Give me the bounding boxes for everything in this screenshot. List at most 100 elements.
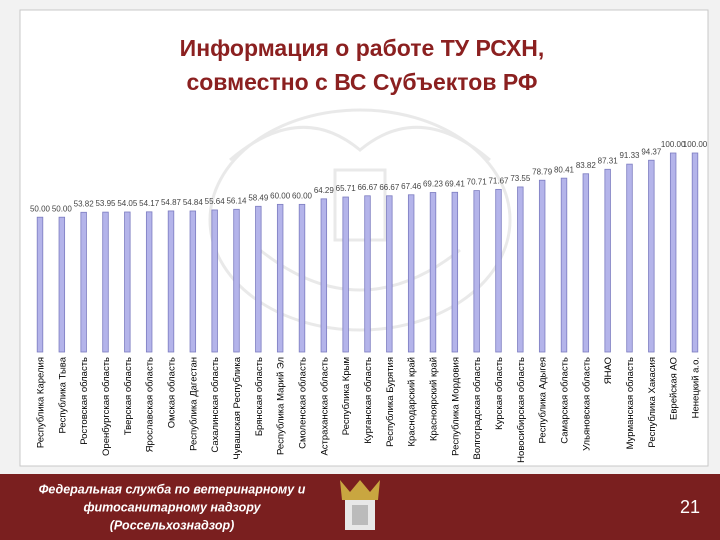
slide-number: 21 (680, 497, 700, 517)
value-label: 70.71 (467, 178, 488, 187)
x-tick-label: Ульяновская область (581, 357, 592, 451)
x-tick-label: Оренбургская область (101, 357, 112, 456)
emblem-watermark (208, 108, 512, 332)
x-tick-label: Волгоградская область (472, 357, 483, 459)
footer-text: Федеральная служба по ветеринарному и (39, 482, 306, 496)
value-label: 54.84 (183, 198, 204, 207)
x-tick-label: Республика Марий Эл (276, 357, 287, 455)
bar (211, 209, 218, 353)
x-tick-label: Смоленская область (298, 357, 309, 449)
value-label: 56.14 (226, 196, 247, 205)
x-tick-label: Тверская область (123, 357, 134, 435)
x-tick-label: Брянская область (254, 357, 265, 436)
bar (517, 186, 524, 353)
chart-title: Информация о работе ТУ РСХН, (180, 35, 545, 61)
bar (429, 192, 437, 353)
x-tick-label: ЯНАО (603, 357, 614, 384)
value-label: 83.82 (576, 161, 597, 170)
value-label: 50.00 (30, 204, 51, 213)
value-label: 66.67 (379, 183, 400, 192)
value-label: 53.95 (95, 199, 116, 208)
value-label: 100.00 (683, 140, 708, 149)
bar (145, 211, 153, 353)
x-tick-label: Республика Мордовия (450, 357, 461, 456)
value-label: 66.67 (357, 183, 378, 192)
x-tick-label: Курская область (494, 357, 505, 430)
x-tick-label: Мурманская область (625, 357, 636, 449)
x-tick-label: Краснодарский край (407, 357, 418, 446)
bar (691, 152, 699, 353)
bar (626, 163, 633, 353)
x-tick-label: Новосибирская область (516, 357, 527, 463)
x-tick-label: Республика Хакасия (647, 357, 658, 448)
bar (560, 177, 568, 353)
x-tick-label: Ярославская область (145, 357, 156, 452)
value-label: 60.00 (270, 191, 291, 200)
x-tick-label: Красноярский край (429, 357, 440, 441)
x-tick-label: Республика Дагестан (188, 357, 199, 451)
bar (451, 191, 459, 353)
value-label: 53.82 (74, 199, 95, 208)
x-tick-label: Ненецкий а.о. (691, 357, 702, 418)
bar (298, 203, 306, 353)
bar (320, 198, 328, 353)
bar (604, 168, 611, 353)
value-label: 60.00 (292, 191, 313, 200)
footer-emblem (340, 480, 380, 530)
footer-text: (Россельхознадзор) (110, 518, 235, 532)
x-tick-label: Астраханская область (319, 357, 330, 456)
value-label: 69.23 (423, 180, 444, 189)
x-tick-label: Республика Тыва (57, 356, 68, 433)
x-tick-label: Самарская область (560, 357, 571, 444)
x-tick-label: Республика Бурятия (385, 357, 396, 447)
value-label: 71.67 (488, 176, 509, 185)
bar (255, 205, 262, 353)
bar (189, 210, 197, 353)
value-label: 91.33 (619, 151, 640, 160)
value-label: 69.41 (445, 179, 466, 188)
bar (669, 152, 677, 353)
bar (582, 173, 590, 353)
bar (407, 194, 415, 353)
value-label: 55.64 (205, 197, 226, 206)
bar (276, 203, 284, 353)
value-label: 94.37 (641, 147, 662, 156)
value-label: 54.17 (139, 199, 160, 208)
value-label: 58.49 (248, 193, 269, 202)
bar (36, 216, 44, 353)
bar (538, 179, 546, 353)
value-label: 80.41 (554, 165, 575, 174)
value-label: 50.00 (52, 204, 73, 213)
bar (342, 196, 349, 353)
value-label: 78.79 (532, 167, 553, 176)
value-label: 65.71 (336, 184, 357, 193)
x-tick-label: Омская область (167, 357, 178, 428)
bar (233, 208, 240, 353)
x-tick-label: Чувашская Республика (232, 356, 243, 459)
value-label: 87.31 (598, 156, 619, 165)
bar (58, 216, 66, 353)
bar (495, 188, 502, 353)
bar (167, 210, 175, 353)
x-tick-label: Еврейская АО (669, 357, 680, 420)
bar (102, 211, 109, 353)
bar (124, 211, 131, 353)
x-tick-label: Ростовская область (79, 357, 90, 445)
x-tick-label: Республика Крым (341, 357, 352, 435)
bar (386, 195, 393, 353)
footer-text: фитосанитарному надзору (83, 500, 261, 514)
chart-area (19, 9, 709, 467)
value-label: 54.87 (161, 198, 182, 207)
bar (648, 159, 655, 353)
bar (80, 211, 87, 353)
chart-title: совместно с ВС Субъектов РФ (186, 69, 537, 95)
value-label: 67.46 (401, 182, 422, 191)
x-tick-label: Курганская область (363, 357, 374, 444)
bar (473, 190, 480, 353)
value-label: 64.29 (314, 186, 335, 195)
value-label: 73.55 (510, 174, 531, 183)
value-label: 100.00 (661, 140, 686, 149)
bar (364, 195, 371, 353)
value-label: 54.05 (117, 199, 138, 208)
